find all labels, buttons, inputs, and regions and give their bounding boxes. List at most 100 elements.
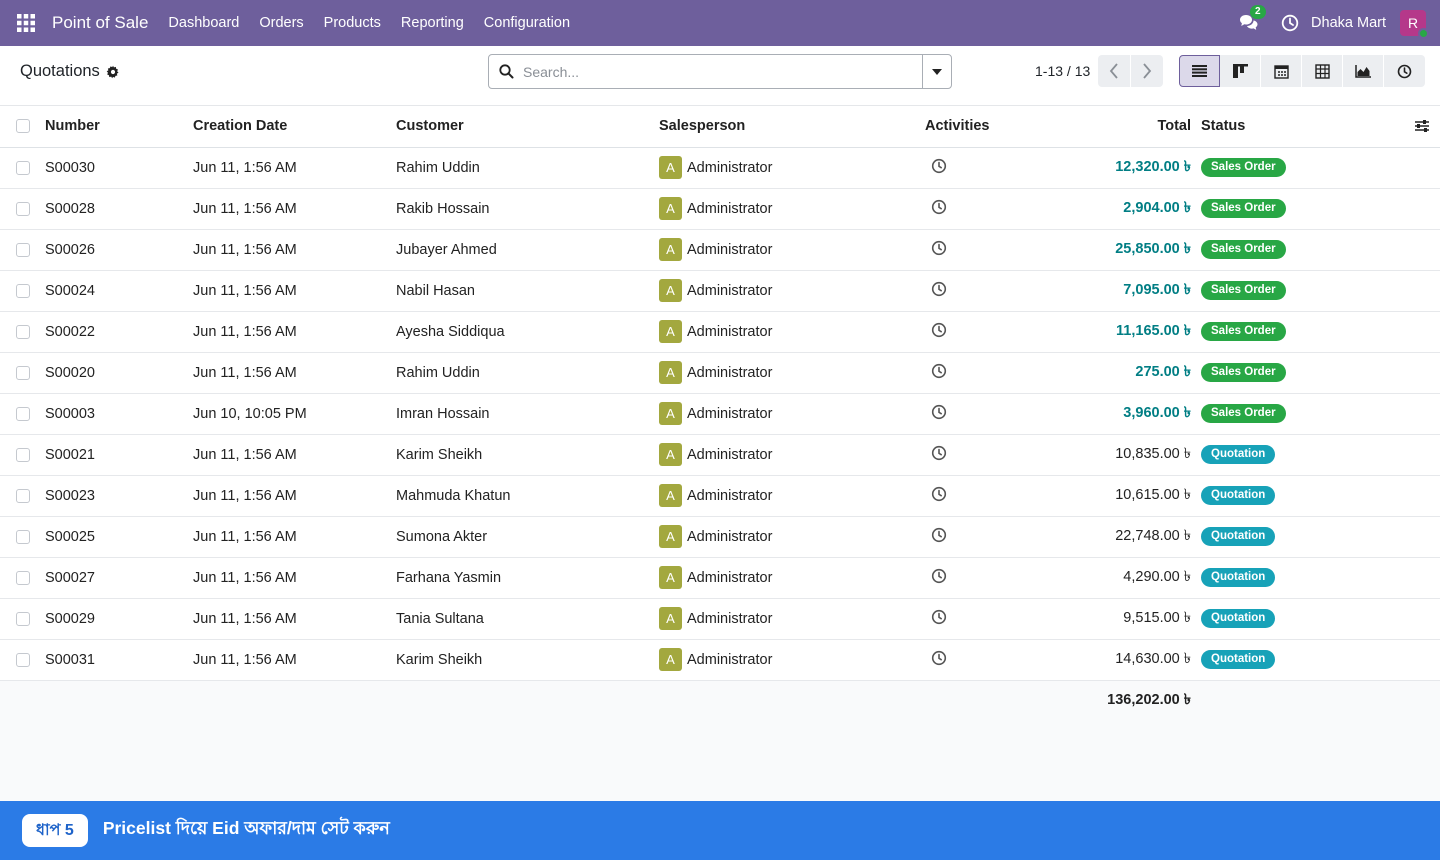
creation-date: Jun 11, 1:56 AM (193, 639, 396, 681)
row-checkbox[interactable] (16, 365, 30, 380)
table-row[interactable]: S00003 Jun 10, 10:05 PM Imran Hossain A Admi… (0, 393, 1440, 435)
row-checkbox[interactable] (16, 529, 30, 544)
activity-clock-icon[interactable] (931, 404, 947, 420)
activity-clock-icon[interactable] (1281, 14, 1299, 32)
pager-next-button[interactable] (1131, 55, 1163, 87)
table-row[interactable]: S00023 Jun 11, 1:56 AM Mahmuda Khatun A Admi… (0, 475, 1440, 517)
pivot-view-button[interactable] (1302, 55, 1343, 87)
activity-clock-icon[interactable] (931, 158, 947, 174)
activity-clock-icon[interactable] (931, 650, 947, 666)
salesperson: A Administrator (659, 525, 925, 548)
customer-name: Tania Sultana (396, 598, 659, 640)
total-cell: 3,960.00 ৳ (1075, 393, 1201, 435)
pager-previous-button[interactable] (1098, 55, 1130, 87)
select-all-checkbox[interactable] (16, 119, 30, 134)
activity-clock-icon[interactable] (931, 445, 947, 461)
row-checkbox[interactable] (16, 570, 30, 585)
menu-dashboard[interactable]: Dashboard (168, 15, 240, 31)
total-cell: 25,850.00 ৳ (1075, 229, 1201, 271)
order-total: 7,095.00 ৳ (1123, 281, 1191, 298)
row-checkbox[interactable] (16, 652, 30, 667)
activity-clock-icon[interactable] (931, 568, 947, 584)
table-row[interactable]: S00030 Jun 11, 1:56 AM Rahim Uddin A Adminis… (0, 147, 1440, 189)
footer-spacer (396, 680, 659, 721)
order-number[interactable]: S00025 (45, 516, 193, 558)
salesperson-avatar: A (659, 484, 682, 507)
table-row[interactable]: S00025 Jun 11, 1:56 AM Sumona Akter A Admini… (0, 516, 1440, 558)
order-number[interactable]: S00030 (45, 147, 193, 189)
user-avatar[interactable]: R (1400, 10, 1429, 39)
row-checkbox[interactable] (16, 324, 30, 339)
status-cell: Quotation (1201, 598, 1440, 640)
table-row[interactable]: S00024 Jun 11, 1:56 AM Nabil Hasan A Adminis… (0, 270, 1440, 312)
creation-date: Jun 11, 1:56 AM (193, 147, 396, 189)
menu-configuration[interactable]: Configuration (483, 15, 571, 31)
list-view-button[interactable] (1179, 55, 1220, 87)
row-checkbox[interactable] (16, 447, 30, 462)
header-total[interactable]: Total (1075, 106, 1201, 148)
table-row[interactable]: S00029 Jun 11, 1:56 AM Tania Sultana A Admin… (0, 598, 1440, 640)
pager-value[interactable]: 1-13 / 13 (1035, 63, 1091, 79)
column-settings-icon[interactable] (1414, 118, 1430, 134)
activity-clock-icon[interactable] (931, 281, 947, 297)
menu-products[interactable]: Products (323, 15, 381, 31)
order-number[interactable]: S00031 (45, 639, 193, 681)
kanban-view-button[interactable] (1220, 55, 1261, 87)
header-creation-date[interactable]: Creation Date (193, 106, 396, 148)
header-number[interactable]: Number (45, 106, 193, 148)
company-switcher[interactable]: Dhaka Mart (1311, 15, 1386, 31)
activity-view-button[interactable] (1384, 55, 1425, 87)
page-title[interactable]: Quotations (20, 62, 100, 80)
apps-menu-icon[interactable] (0, 0, 52, 46)
app-brand[interactable]: Point of Sale (52, 13, 149, 32)
calendar-view-button[interactable] (1261, 55, 1302, 87)
table-row[interactable]: S00021 Jun 11, 1:56 AM Karim Sheikh A Admini… (0, 434, 1440, 476)
order-number[interactable]: S00020 (45, 352, 193, 394)
row-checkbox[interactable] (16, 488, 30, 503)
table-row[interactable]: S00027 Jun 11, 1:56 AM Farhana Yasmin A Admi… (0, 557, 1440, 599)
row-checkbox[interactable] (16, 160, 30, 175)
order-number[interactable]: S00028 (45, 188, 193, 230)
order-number[interactable]: S00022 (45, 311, 193, 353)
order-number[interactable]: S00023 (45, 475, 193, 517)
row-checkbox[interactable] (16, 283, 30, 298)
activity-clock-icon[interactable] (931, 322, 947, 338)
table-row[interactable]: S00026 Jun 11, 1:56 AM Jubayer Ahmed A Admin… (0, 229, 1440, 271)
order-number[interactable]: S00003 (45, 393, 193, 435)
row-checkbox[interactable] (16, 611, 30, 626)
order-number[interactable]: S00021 (45, 434, 193, 476)
activity-clock-icon[interactable] (931, 199, 947, 215)
table-row[interactable]: S00028 Jun 11, 1:56 AM Rakib Hossain A Admin… (0, 188, 1440, 230)
header-salesperson[interactable]: Salesperson (659, 106, 925, 148)
total-cell: 2,904.00 ৳ (1075, 188, 1201, 230)
header-status[interactable]: Status (1201, 118, 1246, 135)
activity-clock-icon[interactable] (931, 527, 947, 543)
menu-reporting[interactable]: Reporting (400, 15, 464, 31)
order-number[interactable]: S00026 (45, 229, 193, 271)
graph-view-button[interactable] (1343, 55, 1384, 87)
gear-icon[interactable] (106, 65, 120, 79)
table-footer-row: 136,202.00 ৳ (0, 680, 1440, 721)
order-number[interactable]: S00027 (45, 557, 193, 599)
activity-clock-icon[interactable] (931, 486, 947, 502)
table-row[interactable]: S00020 Jun 11, 1:56 AM Rahim Uddin A Adminis… (0, 352, 1440, 394)
row-checkbox[interactable] (16, 242, 30, 257)
activity-clock-icon[interactable] (931, 609, 947, 625)
caret-down-icon (932, 68, 942, 75)
row-checkbox[interactable] (16, 406, 30, 421)
activity-clock-icon[interactable] (931, 363, 947, 379)
order-number[interactable]: S00029 (45, 598, 193, 640)
status-badge: Sales Order (1201, 158, 1286, 177)
header-activities[interactable]: Activities (925, 106, 1075, 148)
search-input[interactable] (523, 55, 922, 88)
table-row[interactable]: S00031 Jun 11, 1:56 AM Karim Sheikh A Admini… (0, 639, 1440, 681)
row-checkbox[interactable] (16, 201, 30, 216)
order-total: 2,904.00 ৳ (1123, 199, 1191, 216)
header-customer[interactable]: Customer (396, 106, 659, 148)
chat-icon[interactable]: 2 (1237, 5, 1266, 35)
activity-clock-icon[interactable] (931, 240, 947, 256)
menu-orders[interactable]: Orders (259, 15, 304, 31)
search-options-toggle[interactable] (922, 55, 951, 88)
table-row[interactable]: S00022 Jun 11, 1:56 AM Ayesha Siddiqua A Adm… (0, 311, 1440, 353)
order-number[interactable]: S00024 (45, 270, 193, 312)
